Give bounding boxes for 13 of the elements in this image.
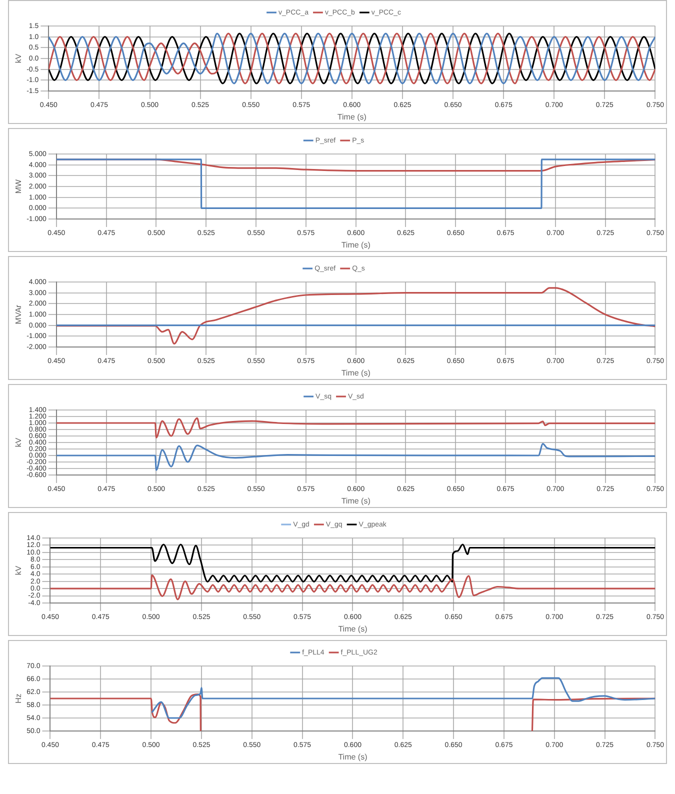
y-axis-title: Hz: [14, 694, 24, 704]
y-axis-title: kV: [14, 565, 24, 576]
y-axis-title: MW: [14, 178, 24, 194]
x-axis-title: Time (s): [337, 112, 367, 122]
x-axis-title: Time (s): [338, 624, 368, 634]
y-axis-title: kV: [14, 53, 24, 64]
y-axis-title: MVAr: [14, 304, 24, 324]
y-axis-title: kV: [14, 437, 24, 448]
line-series: [151, 677, 656, 719]
x-axis-title: Time (s): [341, 240, 371, 250]
x-axis-title: Time (s): [341, 368, 371, 378]
x-axis-title: Time (s): [341, 496, 371, 506]
x-axis-title: Time (s): [338, 752, 368, 762]
